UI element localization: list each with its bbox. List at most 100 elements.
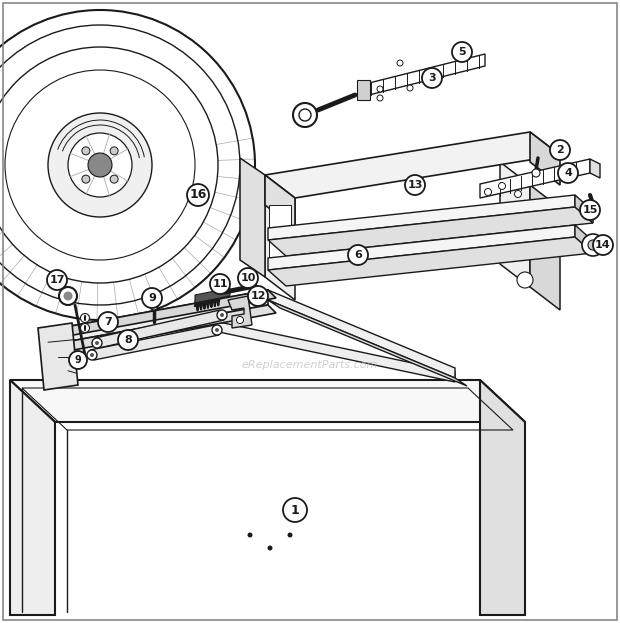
Circle shape bbox=[81, 313, 89, 323]
Text: 13: 13 bbox=[407, 180, 423, 190]
Text: 3: 3 bbox=[428, 73, 436, 83]
Circle shape bbox=[422, 68, 442, 88]
Polygon shape bbox=[265, 175, 295, 228]
Circle shape bbox=[405, 175, 425, 195]
Circle shape bbox=[452, 42, 472, 62]
Circle shape bbox=[288, 533, 293, 538]
Text: 16: 16 bbox=[189, 189, 206, 201]
Circle shape bbox=[92, 338, 102, 348]
Circle shape bbox=[532, 169, 540, 177]
Text: 2: 2 bbox=[556, 145, 564, 155]
Circle shape bbox=[142, 288, 162, 308]
Circle shape bbox=[68, 133, 132, 197]
Circle shape bbox=[236, 316, 244, 323]
Polygon shape bbox=[200, 318, 455, 382]
Circle shape bbox=[110, 147, 118, 155]
Text: 9: 9 bbox=[148, 293, 156, 303]
Circle shape bbox=[110, 175, 118, 183]
Text: 15: 15 bbox=[582, 205, 598, 215]
Polygon shape bbox=[60, 290, 276, 336]
Circle shape bbox=[593, 235, 613, 255]
Circle shape bbox=[283, 498, 307, 522]
Circle shape bbox=[580, 200, 600, 220]
Text: 9: 9 bbox=[74, 355, 81, 365]
Circle shape bbox=[69, 351, 87, 369]
Circle shape bbox=[95, 341, 99, 345]
Circle shape bbox=[59, 287, 77, 305]
Circle shape bbox=[47, 270, 67, 290]
Circle shape bbox=[212, 325, 222, 335]
Text: 1: 1 bbox=[291, 503, 299, 516]
Circle shape bbox=[220, 313, 224, 317]
Polygon shape bbox=[60, 305, 276, 351]
Polygon shape bbox=[95, 310, 224, 348]
Polygon shape bbox=[240, 158, 265, 277]
Circle shape bbox=[88, 153, 112, 177]
Circle shape bbox=[558, 163, 578, 183]
Circle shape bbox=[150, 302, 158, 310]
Circle shape bbox=[98, 312, 118, 332]
Circle shape bbox=[217, 310, 227, 320]
Circle shape bbox=[82, 147, 90, 155]
Circle shape bbox=[81, 323, 89, 333]
Polygon shape bbox=[365, 54, 485, 96]
Circle shape bbox=[238, 268, 258, 288]
Polygon shape bbox=[10, 380, 525, 422]
Circle shape bbox=[517, 272, 533, 288]
Polygon shape bbox=[530, 132, 560, 185]
Circle shape bbox=[247, 533, 252, 538]
Circle shape bbox=[248, 286, 268, 306]
Polygon shape bbox=[500, 162, 530, 287]
Circle shape bbox=[377, 95, 383, 101]
Text: 4: 4 bbox=[564, 168, 572, 178]
Polygon shape bbox=[480, 159, 590, 198]
Polygon shape bbox=[90, 325, 219, 360]
Polygon shape bbox=[268, 300, 467, 386]
Circle shape bbox=[293, 103, 317, 127]
Circle shape bbox=[87, 350, 97, 360]
Circle shape bbox=[82, 175, 90, 183]
Circle shape bbox=[550, 140, 570, 160]
Polygon shape bbox=[195, 288, 230, 303]
Circle shape bbox=[267, 546, 273, 551]
Circle shape bbox=[187, 184, 209, 206]
Text: 12: 12 bbox=[250, 291, 266, 301]
Circle shape bbox=[63, 292, 73, 300]
Text: 11: 11 bbox=[212, 279, 228, 289]
Polygon shape bbox=[268, 290, 455, 378]
Circle shape bbox=[582, 234, 604, 256]
Text: 10: 10 bbox=[241, 273, 255, 283]
Polygon shape bbox=[10, 380, 55, 615]
Text: 14: 14 bbox=[595, 240, 611, 250]
Circle shape bbox=[48, 113, 152, 217]
Text: 6: 6 bbox=[354, 250, 362, 260]
Polygon shape bbox=[575, 225, 593, 253]
Circle shape bbox=[215, 328, 219, 332]
Polygon shape bbox=[268, 195, 575, 240]
Circle shape bbox=[210, 274, 230, 294]
Polygon shape bbox=[268, 237, 593, 286]
Polygon shape bbox=[357, 80, 370, 100]
Text: eReplacementParts.com: eReplacementParts.com bbox=[242, 360, 378, 370]
Circle shape bbox=[90, 353, 94, 357]
Circle shape bbox=[377, 86, 383, 92]
Polygon shape bbox=[590, 159, 600, 178]
Polygon shape bbox=[268, 225, 575, 270]
Text: 8: 8 bbox=[124, 335, 132, 345]
Polygon shape bbox=[38, 323, 78, 390]
Circle shape bbox=[484, 189, 492, 196]
Text: 17: 17 bbox=[49, 275, 64, 285]
Polygon shape bbox=[228, 296, 252, 328]
Circle shape bbox=[407, 85, 413, 91]
Polygon shape bbox=[265, 132, 560, 198]
Polygon shape bbox=[268, 207, 593, 256]
Circle shape bbox=[588, 240, 598, 250]
Circle shape bbox=[348, 245, 368, 265]
Circle shape bbox=[587, 203, 599, 215]
Text: 5: 5 bbox=[458, 47, 466, 57]
Circle shape bbox=[397, 60, 403, 66]
Polygon shape bbox=[60, 290, 268, 343]
Circle shape bbox=[515, 191, 521, 197]
Bar bbox=[269, 205, 291, 260]
Polygon shape bbox=[575, 195, 593, 223]
